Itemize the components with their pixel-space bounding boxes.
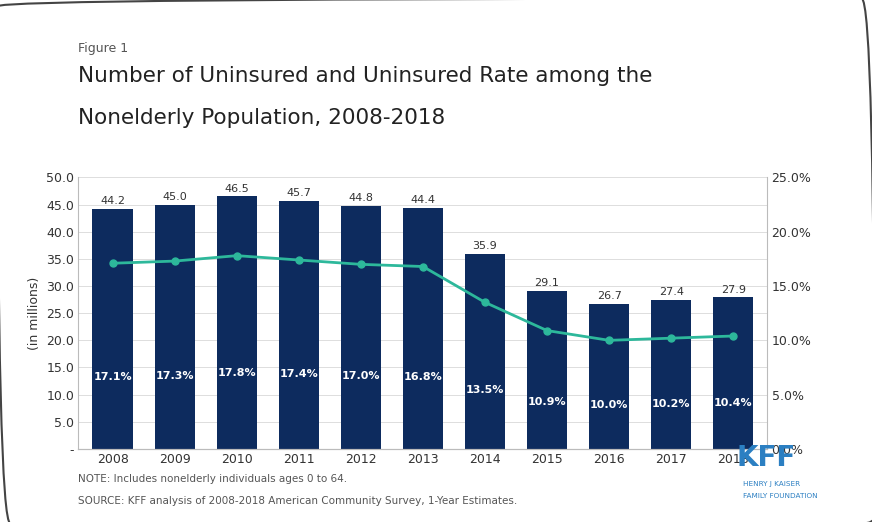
Text: 45.0: 45.0 (162, 192, 187, 202)
Bar (465, 254, 505, 449)
Text: 46.5: 46.5 (224, 184, 249, 194)
Text: Nonelderly Population, 2008-2018: Nonelderly Population, 2008-2018 (78, 108, 446, 128)
Bar (341, 206, 381, 449)
Y-axis label: (in millions): (in millions) (28, 277, 41, 350)
Text: 45.7: 45.7 (286, 188, 311, 198)
Text: SOURCE: KFF analysis of 2008-2018 American Community Survey, 1-Year Estimates.: SOURCE: KFF analysis of 2008-2018 Americ… (78, 496, 518, 506)
Text: 16.8%: 16.8% (404, 372, 442, 382)
Text: 10.4%: 10.4% (714, 398, 753, 409)
Text: 17.8%: 17.8% (217, 368, 256, 378)
Text: NOTE: Includes nonelderly individuals ages 0 to 64.: NOTE: Includes nonelderly individuals ag… (78, 474, 348, 484)
Text: 26.7: 26.7 (596, 291, 622, 301)
Text: 27.9: 27.9 (721, 284, 746, 295)
Bar (403, 208, 443, 449)
Text: KFF: KFF (737, 444, 796, 472)
Text: 13.5%: 13.5% (466, 385, 504, 396)
Bar (154, 205, 194, 449)
Text: 44.2: 44.2 (100, 196, 125, 206)
Bar (713, 298, 753, 449)
Bar (92, 209, 133, 449)
Text: 44.8: 44.8 (348, 193, 373, 203)
Text: Figure 1: Figure 1 (78, 42, 128, 55)
Text: 35.9: 35.9 (473, 241, 497, 251)
Text: 17.4%: 17.4% (279, 370, 318, 379)
Bar (279, 201, 319, 449)
Text: 17.0%: 17.0% (342, 371, 380, 381)
Text: Number of Uninsured and Uninsured Rate among the: Number of Uninsured and Uninsured Rate a… (78, 66, 653, 86)
Text: 27.4: 27.4 (658, 288, 684, 298)
Bar (651, 300, 691, 449)
Bar (527, 291, 567, 449)
Text: HENRY J KAISER: HENRY J KAISER (743, 481, 800, 487)
Text: 29.1: 29.1 (535, 278, 560, 288)
Bar (216, 196, 257, 449)
Text: FAMILY FOUNDATION: FAMILY FOUNDATION (743, 493, 818, 499)
Text: 10.2%: 10.2% (652, 399, 691, 409)
Text: 10.9%: 10.9% (528, 397, 566, 407)
Text: 44.4: 44.4 (411, 195, 435, 205)
Text: 17.3%: 17.3% (155, 371, 194, 381)
Text: 10.0%: 10.0% (590, 400, 629, 410)
Bar (589, 304, 630, 449)
Text: 17.1%: 17.1% (93, 372, 132, 382)
